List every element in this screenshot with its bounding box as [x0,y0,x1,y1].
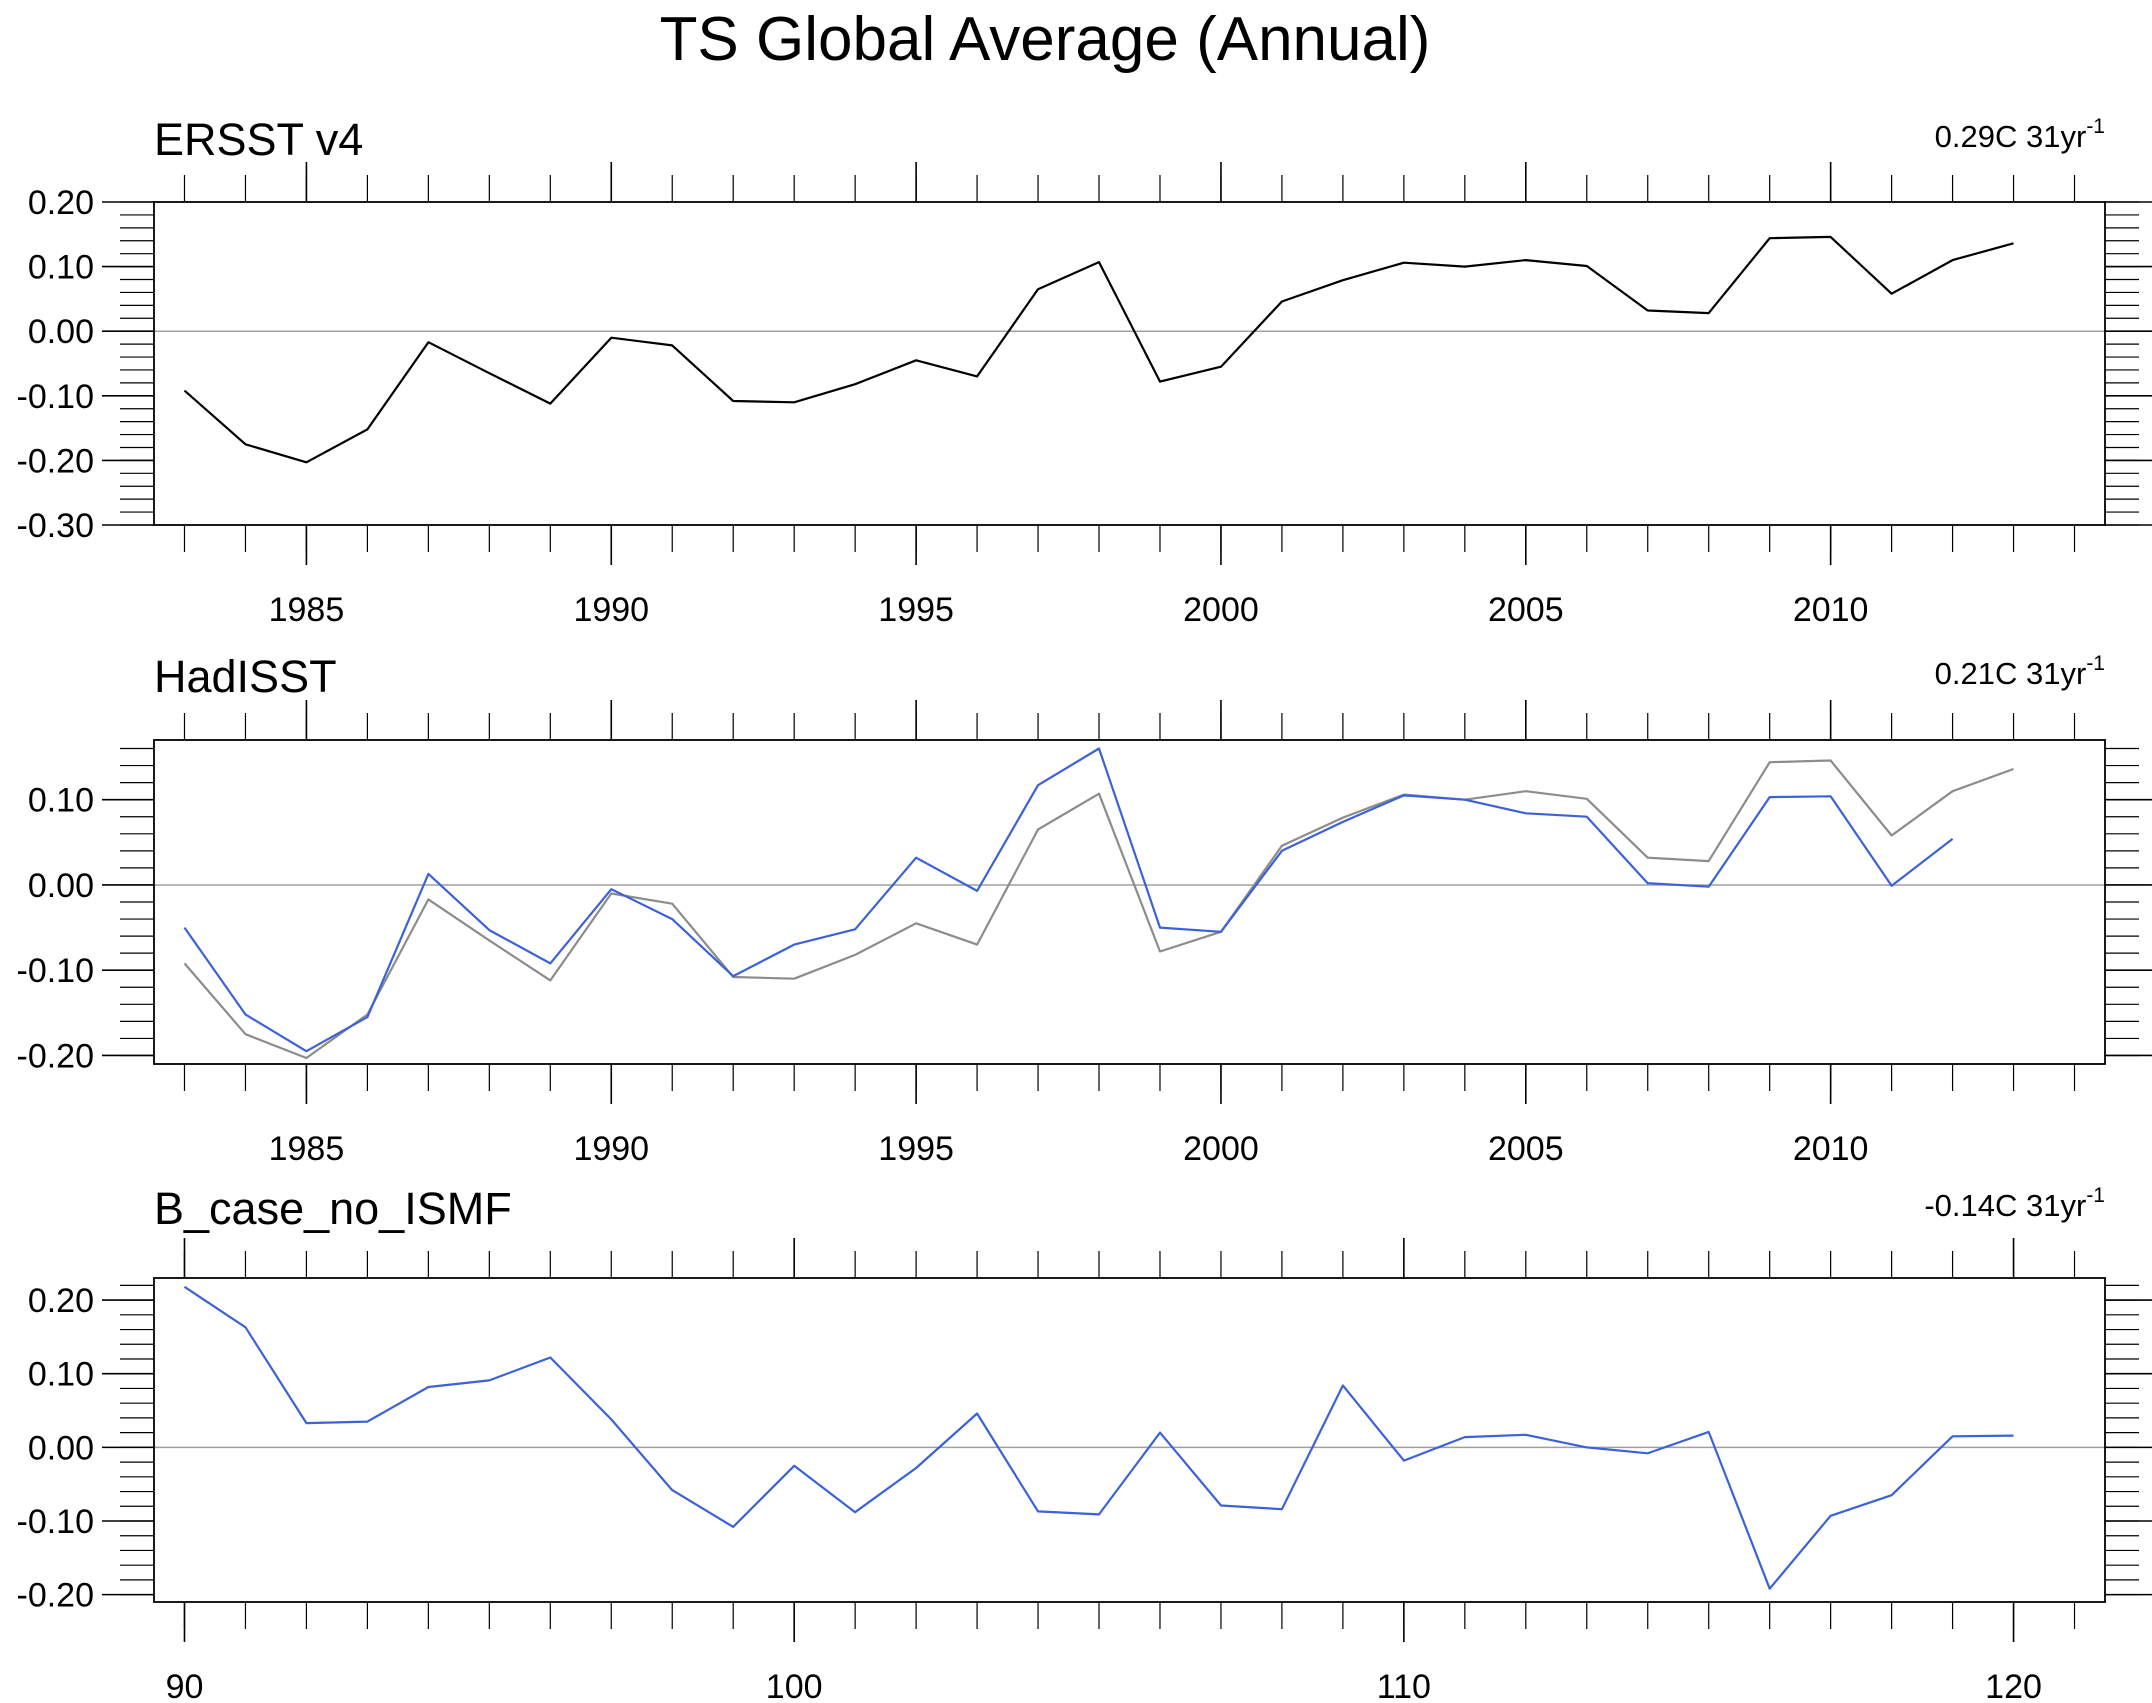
y-tick-label: -0.10 [17,378,95,416]
plot-frame [153,1277,2106,1603]
trend-exponent: -1 [2086,1184,2105,1207]
y-tick-label: -0.20 [17,1577,95,1615]
x-tick-label: 100 [766,1668,823,1703]
series-line-hadisst [183,747,1954,1053]
trend-value: 0.29C 31yr [1935,119,2087,154]
panel-title: ERSST v4 [154,114,363,165]
y-tick-label: 0.00 [28,867,94,905]
panel-title: HadISST [154,651,337,702]
x-tick-label: 1985 [269,591,345,629]
ersst-panel: ERSST v4 0.29C 31yr-1 0.20 0.10 0.00 -0.10 -0.… [17,114,2152,629]
x-tick-label: 1985 [269,1130,345,1168]
plot-frame [153,739,2106,1065]
trend-label: 0.29C 31yr-1 [1935,115,2105,154]
y-tick-label: 0.00 [28,1429,94,1467]
y-tick-label: 0.10 [28,249,94,287]
trend-label: 0.21C 31yr-1 [1935,652,2105,691]
x-tick-label: 2000 [1183,591,1259,629]
x-tick-label: 1995 [878,1130,954,1168]
series-line-ersst-v4 [183,235,2014,464]
y-tick-label: 0.00 [28,313,94,351]
x-tick-label: 2010 [1793,591,1869,629]
y-tick-label: -0.10 [17,952,95,990]
model-panel: B_case_no_ISMF -0.14C 31yr-1 0.20 0.10 0.00 -… [17,1183,2152,1703]
x-tick-label: 2000 [1183,1130,1259,1168]
x-tick-label: 2005 [1488,591,1564,629]
plot-frame [153,201,2106,526]
x-tick-label: 2005 [1488,1130,1564,1168]
y-tick-label: -0.20 [17,442,95,480]
trend-value: 0.21C 31yr [1935,656,2087,691]
x-tick-label: 90 [166,1668,204,1703]
y-tick-label: -0.10 [17,1503,95,1541]
y-tick-label: 0.20 [28,184,94,222]
x-tick-label: 110 [1377,1668,1431,1703]
series-line-b-case-no-ismf [183,1285,2014,1590]
trend-exponent: -1 [2086,115,2105,138]
trend-value: -0.14C 31yr [1924,1188,2086,1223]
trend-exponent: -1 [2086,652,2105,675]
series-line-ersst-v4 [183,759,2014,1060]
trend-label: -0.14C 31yr-1 [1924,1184,2105,1223]
x-tick-label: 120 [1985,1668,2042,1703]
main-title: TS Global Average (Annual) [660,5,1431,74]
hadisst-panel: HadISST 0.21C 31yr-1 0.10 0.00 -0.10 -0.20 198… [17,651,2152,1168]
x-tick-label: 2010 [1793,1130,1869,1168]
y-tick-label: 0.10 [28,1356,94,1394]
x-tick-label: 1990 [573,1130,649,1168]
y-tick-label: -0.30 [17,507,95,545]
panel-title: B_case_no_ISMF [154,1183,512,1234]
y-tick-label: -0.20 [17,1037,95,1075]
x-tick-label: 1990 [573,591,649,629]
y-tick-label: 0.20 [28,1282,94,1320]
y-tick-label: 0.10 [28,782,94,820]
x-tick-label: 1995 [878,591,954,629]
